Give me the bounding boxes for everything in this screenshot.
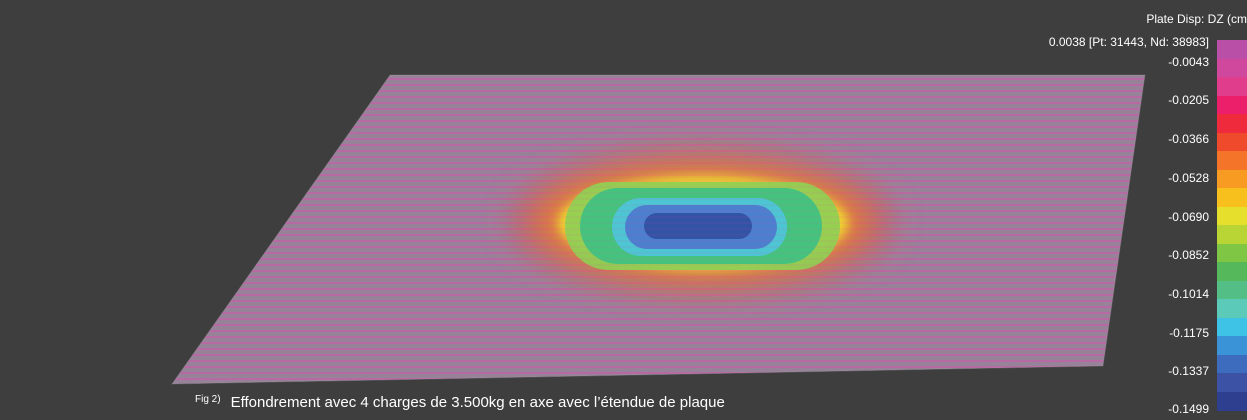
legend-tick-1: -0.0043: [1168, 55, 1209, 69]
legend-swatch: [1217, 317, 1247, 337]
legend-swatch: [1217, 132, 1247, 152]
legend-tick-10: -0.1499: [1168, 402, 1209, 416]
legend-swatch: [1217, 40, 1247, 59]
legend-swatch: [1217, 188, 1247, 207]
legend-tick-8: -0.1175: [1169, 326, 1209, 340]
figure-caption-text: Effondrement avec 4 charges de 3.500kg e…: [230, 394, 725, 411]
legend-swatch: [1217, 58, 1247, 78]
legend-swatch: [1217, 262, 1247, 281]
legend-swatch: [1217, 373, 1247, 392]
legend-tick-6: -0.0852: [1168, 248, 1209, 262]
plate-mesh: [172, 75, 1145, 384]
legend-swatch: [1217, 243, 1247, 263]
legend-tick-7: -0.1014: [1168, 287, 1209, 301]
legend-swatch: [1217, 225, 1247, 244]
figure-caption: Fig 2) Effondrement avec 4 charges de 3.5…: [195, 394, 725, 411]
legend-swatch: [1217, 391, 1247, 411]
legend-title: Plate Disp: DZ (cm: [1146, 12, 1247, 26]
legend-swatch: [1217, 77, 1247, 96]
legend-tick-5: -0.0690: [1168, 210, 1209, 224]
legend-tick-4: -0.0528: [1168, 171, 1209, 185]
legend-tick-9: -0.1337: [1168, 364, 1209, 378]
legend-swatch: [1217, 169, 1247, 189]
legend-swatch: [1217, 336, 1247, 355]
legend-color-bar: [1217, 40, 1247, 411]
figure-tag: Fig 2): [195, 394, 221, 405]
legend-swatch: [1217, 151, 1247, 170]
legend-swatch: [1217, 206, 1247, 226]
legend-swatch: [1217, 354, 1247, 374]
legend-swatch: [1217, 299, 1247, 318]
legend-tick-2: -0.0205: [1168, 93, 1209, 107]
legend-max-label: 0.0038 [Pt: 31443, Nd: 38983]: [1048, 35, 1209, 49]
legend-swatch: [1217, 95, 1247, 115]
legend-swatch: [1217, 114, 1247, 133]
legend-swatch: [1217, 280, 1247, 300]
legend-tick-3: -0.0366: [1168, 132, 1209, 146]
plate-outline: [171, 74, 1146, 385]
